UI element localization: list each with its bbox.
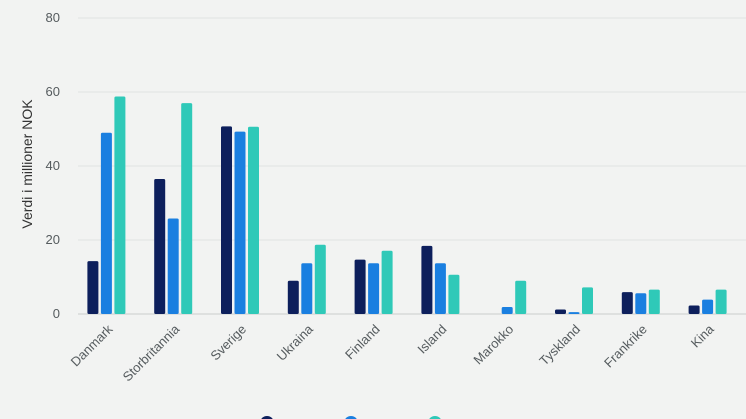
x-tick-label: Frankrike: [601, 322, 650, 371]
bar-island-2025[interactable]: [448, 274, 460, 314]
x-tick-label: Finland: [342, 322, 383, 363]
bar-tyskland-2023[interactable]: [555, 309, 566, 314]
y-tick-label: 80: [46, 10, 60, 25]
y-tick-label: 20: [46, 232, 60, 247]
legend-label-2025[interactable]: 2025: [448, 416, 477, 419]
bar-tyskland-2024[interactable]: [568, 312, 580, 314]
bar-kina-2024[interactable]: [702, 299, 714, 314]
legend-marker-2024[interactable]: [344, 416, 358, 419]
bar-sverige-2023[interactable]: [221, 126, 232, 314]
x-tick-label: Ukraina: [274, 321, 317, 364]
bar-tyskland-2025[interactable]: [582, 287, 593, 314]
bar-storbritannia-2025[interactable]: [181, 103, 193, 314]
bar-island-2023[interactable]: [421, 245, 433, 314]
y-axis-ticks: 0 20 40 60 80: [46, 10, 60, 321]
bar-kina-2023[interactable]: [688, 305, 700, 314]
bar-frankrike-2023[interactable]: [621, 292, 633, 314]
x-tick-label: Marokko: [470, 322, 516, 368]
bar-ukraina-2024[interactable]: [301, 263, 313, 314]
bar-frankrike-2024[interactable]: [635, 293, 647, 314]
bar-danmark-2025[interactable]: [114, 96, 126, 314]
x-tick-label: Storbritannia: [120, 321, 183, 384]
bar-ukraina-2023[interactable]: [287, 280, 299, 314]
bar-danmark-2023[interactable]: [87, 261, 99, 314]
bar-sverige-2025[interactable]: [248, 126, 259, 314]
x-tick-label: Kina: [688, 321, 718, 351]
x-tick-label: Danmark: [68, 321, 116, 369]
bar-frankrike-2025[interactable]: [648, 289, 660, 314]
y-tick-label: 60: [46, 84, 60, 99]
x-axis-ticks: Danmark Storbritannia Sverige Ukraina Finlan…: [68, 321, 718, 384]
bar-marokko-2024[interactable]: [501, 306, 513, 314]
legend-label-2024[interactable]: 2024: [364, 416, 394, 419]
legend-marker-2023[interactable]: [260, 416, 274, 419]
bar-finland-2024[interactable]: [368, 263, 380, 314]
bar-island-2024[interactable]: [434, 263, 446, 314]
bar-danmark-2024[interactable]: [100, 132, 112, 314]
y-tick-label: 0: [53, 306, 60, 321]
bar-finland-2025[interactable]: [381, 250, 393, 314]
bars: [87, 96, 727, 314]
legend-label-2023[interactable]: 2023: [280, 416, 309, 419]
bar-sverige-2024[interactable]: [234, 131, 246, 314]
bar-ukraina-2025[interactable]: [314, 244, 326, 314]
y-tick-label: 40: [46, 158, 60, 173]
bar-storbritannia-2023[interactable]: [154, 178, 166, 314]
bar-finland-2023[interactable]: [354, 259, 366, 314]
x-tick-label: Tyskland: [536, 322, 583, 369]
legend-marker-2025[interactable]: [428, 416, 442, 419]
legend[interactable]: 2023 2024 2025: [260, 416, 477, 419]
x-tick-label: Island: [414, 322, 449, 357]
x-tick-label: Sverige: [207, 322, 249, 364]
bar-kina-2025[interactable]: [715, 289, 727, 314]
bar-storbritannia-2024[interactable]: [167, 218, 179, 314]
bar-marokko-2025[interactable]: [515, 280, 527, 314]
y-axis-title: Verdi i millioner NOK: [19, 99, 35, 229]
